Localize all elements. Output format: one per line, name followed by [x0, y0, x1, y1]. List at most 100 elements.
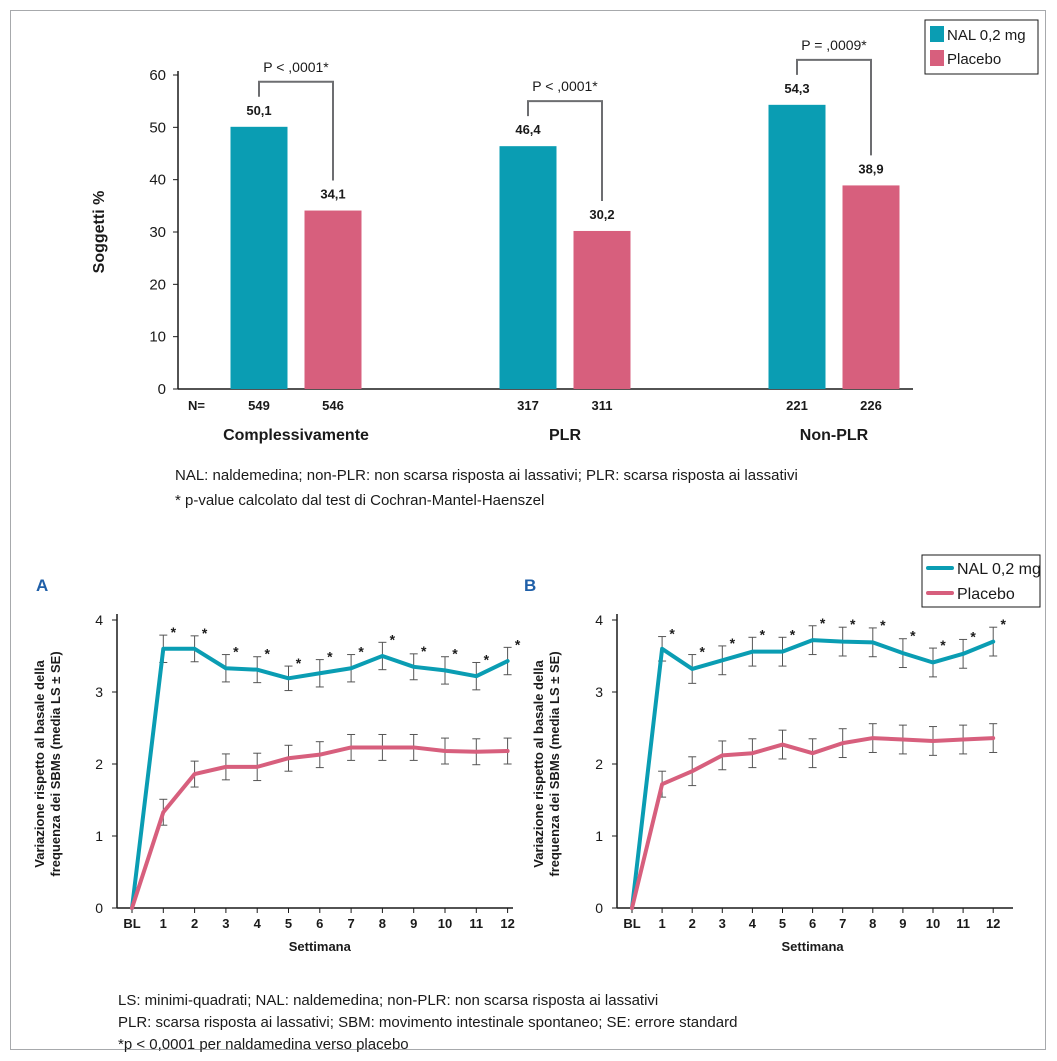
significance-star: *: [484, 651, 490, 667]
bar-value-label: 54,3: [784, 81, 809, 96]
pvalue-bracket: [527, 100, 603, 201]
bar-n-value: 226: [860, 398, 882, 413]
line-y-tick-label: 2: [595, 756, 603, 772]
line-y-axis-label-1: Variazione rispetto al basale della: [531, 660, 546, 868]
pvalue-label: P = ,0009*: [801, 37, 867, 53]
pvalue-label: P < ,0001*: [263, 59, 329, 75]
line-x-tick-label: 3: [719, 916, 726, 931]
significance-star: *: [202, 625, 208, 641]
line-y-tick-label: 3: [95, 684, 103, 700]
bar-footnote-pvalue: * p-value calcolato dal test di Cochran-…: [175, 492, 545, 509]
bar-legend-swatch: [930, 26, 944, 42]
significance-star: *: [669, 626, 675, 642]
bar-value-label: 38,9: [858, 161, 883, 176]
bar-n-value: 317: [517, 398, 539, 413]
line-y-tick-label: 1: [95, 828, 103, 844]
line-x-tick-label: 11: [956, 916, 970, 931]
significance-star: *: [264, 646, 270, 662]
bar-category-label: Complessivamente: [223, 427, 369, 444]
line-series-nal: [130, 646, 510, 910]
line-series-placebo: [130, 745, 510, 910]
bar-value-label: 34,1: [320, 187, 345, 202]
bar-nal-2: [768, 104, 826, 389]
line-x-tick-label: 5: [285, 916, 292, 931]
significance-star: *: [452, 646, 458, 662]
line-legend-label: NAL 0,2 mg: [957, 561, 1041, 578]
significance-star: *: [850, 616, 856, 632]
significance-star: *: [515, 636, 521, 652]
line-x-tick-label: 6: [809, 916, 816, 931]
line-x-tick-label: 5: [779, 916, 786, 931]
bar-chart: 0 10 20 30 40 50 60 Soggetti % N= 50,1 549 34,1 546 P…: [91, 19, 1039, 444]
line-y-tick-label: 0: [95, 900, 103, 916]
line-x-tick-label: BL: [623, 916, 640, 931]
line-x-tick-label: 3: [222, 916, 229, 931]
line-x-tick-label: 1: [658, 916, 665, 931]
significance-star: *: [1000, 616, 1006, 632]
pvalue-bracket: [258, 80, 334, 181]
bar-n-value: 221: [786, 398, 808, 413]
line-y-axis-label-1: Variazione rispetto al basale della: [32, 660, 47, 868]
pvalue-label: P < ,0001*: [532, 78, 598, 94]
bar-legend-label: Placebo: [947, 51, 1001, 68]
line-x-tick-label: 12: [986, 916, 1000, 931]
significance-star: *: [880, 617, 886, 633]
line-y-tick-label: 4: [595, 612, 603, 628]
significance-star: *: [327, 649, 333, 665]
significance-star: *: [820, 615, 826, 631]
line-x-tick-label: 2: [191, 916, 198, 931]
line-x-axis-label: Settimana: [782, 939, 845, 954]
bar-value-label: 30,2: [589, 207, 614, 222]
bar-y-tick-label: 30: [149, 224, 166, 241]
bar-y-tick-label: 0: [158, 381, 166, 398]
bar-n-value: 311: [592, 398, 613, 413]
bar-y-tick-label: 40: [149, 172, 166, 189]
line-y-axis-label-2: frequenza dei SBMs (media LS ± SE): [48, 651, 63, 876]
line-x-tick-label: 12: [500, 916, 514, 931]
line-series-nal: [630, 638, 996, 910]
line-y-tick-label: 2: [95, 756, 103, 772]
bar-footnote-abbreviations: NAL: naldemedina; non-PLR: non scarsa ri…: [175, 467, 798, 484]
line-series-placebo: [630, 736, 996, 910]
bar-y-tick-label: 10: [149, 329, 166, 346]
bar-y-tick-label: 50: [149, 119, 166, 136]
line-x-tick-label: 7: [347, 916, 354, 931]
line-y-tick-label: 3: [595, 684, 603, 700]
line-x-tick-label: BL: [123, 916, 140, 931]
line-y-tick-label: 1: [595, 828, 603, 844]
panel-label-b: B: [524, 576, 537, 595]
bar-value-label: 50,1: [246, 103, 271, 118]
line-legend-label: Placebo: [957, 586, 1015, 603]
significance-star: *: [233, 644, 239, 660]
significance-star: *: [358, 644, 364, 660]
bar-placebo-0: [304, 210, 362, 389]
significance-star: *: [699, 644, 705, 660]
bar-y-tick-label: 60: [149, 67, 166, 84]
bar-category-label: Non-PLR: [800, 427, 869, 444]
bar-category-label: PLR: [549, 427, 581, 444]
line-x-tick-label: 4: [254, 916, 262, 931]
line-x-tick-label: 10: [926, 916, 940, 931]
bar-y-axis-label: Soggetti %: [91, 191, 108, 274]
line-legend-box: [921, 554, 1041, 608]
line-x-tick-label: 8: [379, 916, 386, 931]
significance-star: *: [790, 626, 796, 642]
line-x-tick-label: 1: [160, 916, 167, 931]
bar-legend-swatch: [930, 50, 944, 66]
significance-star: *: [171, 624, 177, 640]
line-y-tick-label: 0: [595, 900, 603, 916]
line-x-tick-label: 4: [749, 916, 757, 931]
line-x-tick-label: 10: [438, 916, 452, 931]
significance-star: *: [760, 626, 766, 642]
bar-legend-label: NAL 0,2 mg: [947, 27, 1026, 44]
line-footnote-abbreviations-1: LS: minimi-quadrati; NAL: naldemedina; n…: [118, 992, 659, 1009]
significance-star: *: [730, 635, 736, 651]
significance-star: *: [970, 628, 976, 644]
panel-label-a: A: [36, 576, 49, 595]
line-x-tick-label: 6: [316, 916, 323, 931]
line-y-axis-label-2: frequenza dei SBMs (media LS ± SE): [547, 651, 562, 876]
line-x-tick-label: 2: [689, 916, 696, 931]
bar-n-value: 546: [322, 398, 344, 413]
significance-star: *: [390, 631, 396, 647]
